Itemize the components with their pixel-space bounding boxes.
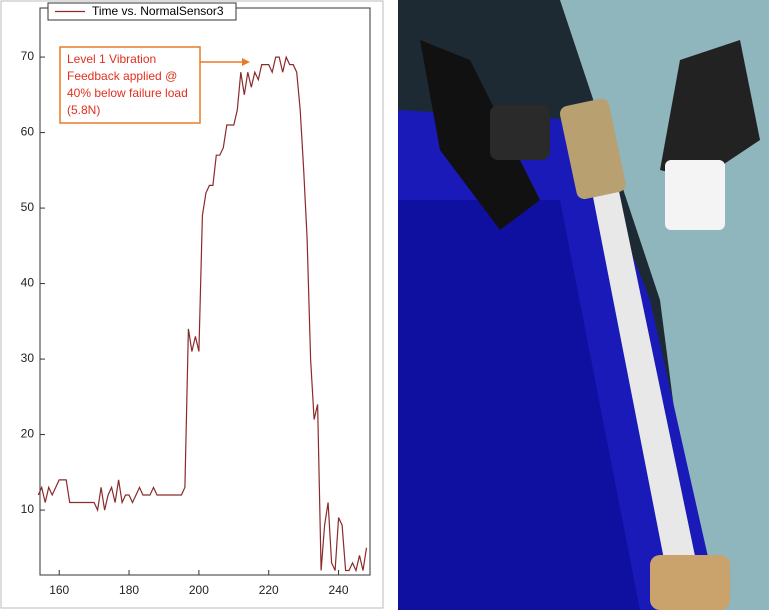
- y-tick-label: 10: [21, 502, 35, 516]
- photo: [398, 0, 769, 610]
- annotation-line: Level 1 Vibration: [67, 52, 156, 66]
- x-tick-label: 180: [119, 583, 139, 597]
- x-tick-label: 240: [329, 583, 349, 597]
- annotation-line: (5.8N): [67, 103, 100, 117]
- clamp-bottom: [650, 555, 730, 610]
- legend-label: Time vs. NormalSensor3: [92, 4, 224, 18]
- y-tick-label: 30: [21, 351, 35, 365]
- x-tick-label: 200: [189, 583, 209, 597]
- annotation-line: Feedback applied @: [67, 69, 177, 83]
- x-tick-label: 220: [259, 583, 279, 597]
- x-tick-label: 160: [49, 583, 69, 597]
- gripper-block: [490, 105, 550, 160]
- page: Time vs. NormalSensor3 Level 1 Vibration…: [0, 0, 769, 615]
- sensor-cap: [665, 160, 725, 230]
- figure: Time vs. NormalSensor3 Level 1 Vibration…: [0, 0, 769, 610]
- annotation-line: 40% below failure load: [67, 86, 188, 100]
- y-tick-label: 40: [21, 276, 35, 290]
- y-tick-label: 60: [21, 125, 35, 139]
- y-tick-label: 20: [21, 427, 35, 441]
- y-tick-label: 70: [21, 49, 35, 63]
- y-tick-label: 50: [21, 200, 35, 214]
